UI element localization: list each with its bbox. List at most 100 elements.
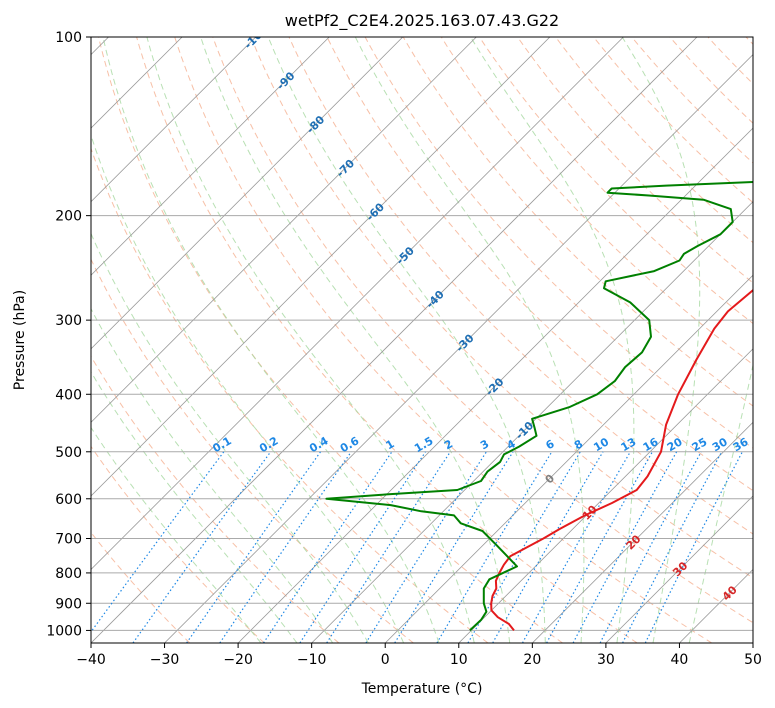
isotherm-line [752,642,753,643]
dry-adiabat [555,37,753,244]
mixing-ratio-line [599,451,702,643]
y-tick-label: 1000 [46,623,82,639]
isotherm-line [91,37,256,203]
isotherm-line [605,495,753,643]
isotherm-line [237,127,753,643]
y-tick-label: 200 [55,209,82,225]
isotherm-label: -70 [334,157,357,180]
isotherm-line [91,37,624,571]
dry-adiabat [402,37,753,407]
mixing-ratio-line [186,451,321,643]
dewpoint-profile-line [325,181,753,632]
moist-adiabat [91,133,405,643]
moist-adiabat [200,37,511,643]
y-tick-label: 500 [55,445,82,461]
mixing-ratio-line [492,451,604,643]
mixing-ratio-line [219,451,352,643]
moist-adiabat [688,362,753,643]
isotherm-line [91,37,404,350]
dry-adiabat [440,37,753,366]
y-tick-label: 700 [55,532,82,548]
moist-adiabat [621,37,701,643]
dry-adiabat [669,37,753,124]
isotherm-line [311,201,753,643]
moist-adiabat [91,371,298,643]
isotherm-label: 20 [624,532,644,552]
mixing-ratio-label: 6 [543,437,556,452]
moist-adiabat [91,426,262,643]
isotherm-label: 40 [720,583,740,603]
dry-adiabat [174,37,713,643]
isotherm-line [532,421,753,643]
isotherm-line [458,348,753,643]
dry-adiabat [250,37,753,579]
x-tick-label: −30 [150,652,180,668]
isotherm-line [91,37,551,497]
x-tick-label: 20 [523,652,541,668]
y-tick-label: 300 [55,313,82,329]
moist-adiabat [91,232,369,643]
dry-adiabat [91,531,191,643]
y-axis-label: Pressure (hPa) [12,290,28,390]
mixing-ratio-label: 2 [442,437,455,452]
mixing-ratio-line [132,451,272,643]
plot-frame [90,36,754,644]
x-tick-label: 0 [381,652,390,668]
isotherm-line [91,37,330,276]
dry-adiabat [91,258,414,643]
dry-adiabat [745,37,753,45]
mixing-ratio-line [394,451,514,643]
mixing-ratio-line [521,451,631,643]
dry-adiabat [212,37,753,624]
temperature-profile-line [490,288,753,632]
dry-adiabat [91,445,265,643]
moist-adiabat [102,37,440,643]
x-axis-label: Temperature (°C) [361,681,483,697]
isotherm-label: -40 [424,288,447,311]
mixing-ratio-line [299,451,427,643]
isotherm-label: -60 [364,200,387,223]
isotherm-label: -20 [483,375,506,398]
background-lines [91,37,753,643]
chart-title: wetPf2_C2E4.2025.163.07.43.G22 [285,11,559,31]
y-tick-label: 900 [55,596,82,612]
mixing-ratio-line [91,451,225,633]
isotherm-line [91,37,698,643]
y-axis: 100 200 300 400 500 600 700 800 900 1000 [46,30,91,639]
x-tick-label: −10 [297,652,327,668]
series-lines [325,181,753,632]
moist-adiabat [91,307,334,643]
isotherm-label: -30 [453,331,476,354]
dry-adiabat [136,37,638,643]
dry-adiabat [91,355,340,643]
dry-adiabat [707,37,753,85]
isotherm-line [384,274,753,643]
isotherm-label: -50 [394,244,417,267]
mixing-ratio-line [436,451,553,643]
y-tick-label: 400 [55,387,82,403]
x-tick-label: 30 [597,652,615,668]
dry-adiabat [593,37,753,204]
x-tick-label: −20 [223,652,253,668]
dry-adiabat [478,37,753,325]
isotherm-label: -80 [304,113,327,136]
moist-adiabat [146,37,475,643]
isotherm-line [679,568,753,643]
x-tick-label: 50 [744,652,762,668]
mixing-ratio-line [572,451,678,643]
dry-adiabat [326,37,753,492]
moist-adiabat [354,37,585,643]
mixing-ratio-line [644,451,743,643]
moist-adiabat [470,37,635,643]
x-tick-label: −40 [76,652,106,668]
mixing-ratio-line [262,451,393,643]
mixing-ratio-line [326,451,451,643]
isotherm-label: 30 [670,559,690,579]
isotherm-label: -90 [274,69,297,92]
dry-adiabat [91,147,489,643]
dry-adiabat [288,37,753,535]
dry-adiabat [517,37,753,284]
y-tick-label: 600 [55,492,82,508]
isotherm-line [91,37,477,423]
